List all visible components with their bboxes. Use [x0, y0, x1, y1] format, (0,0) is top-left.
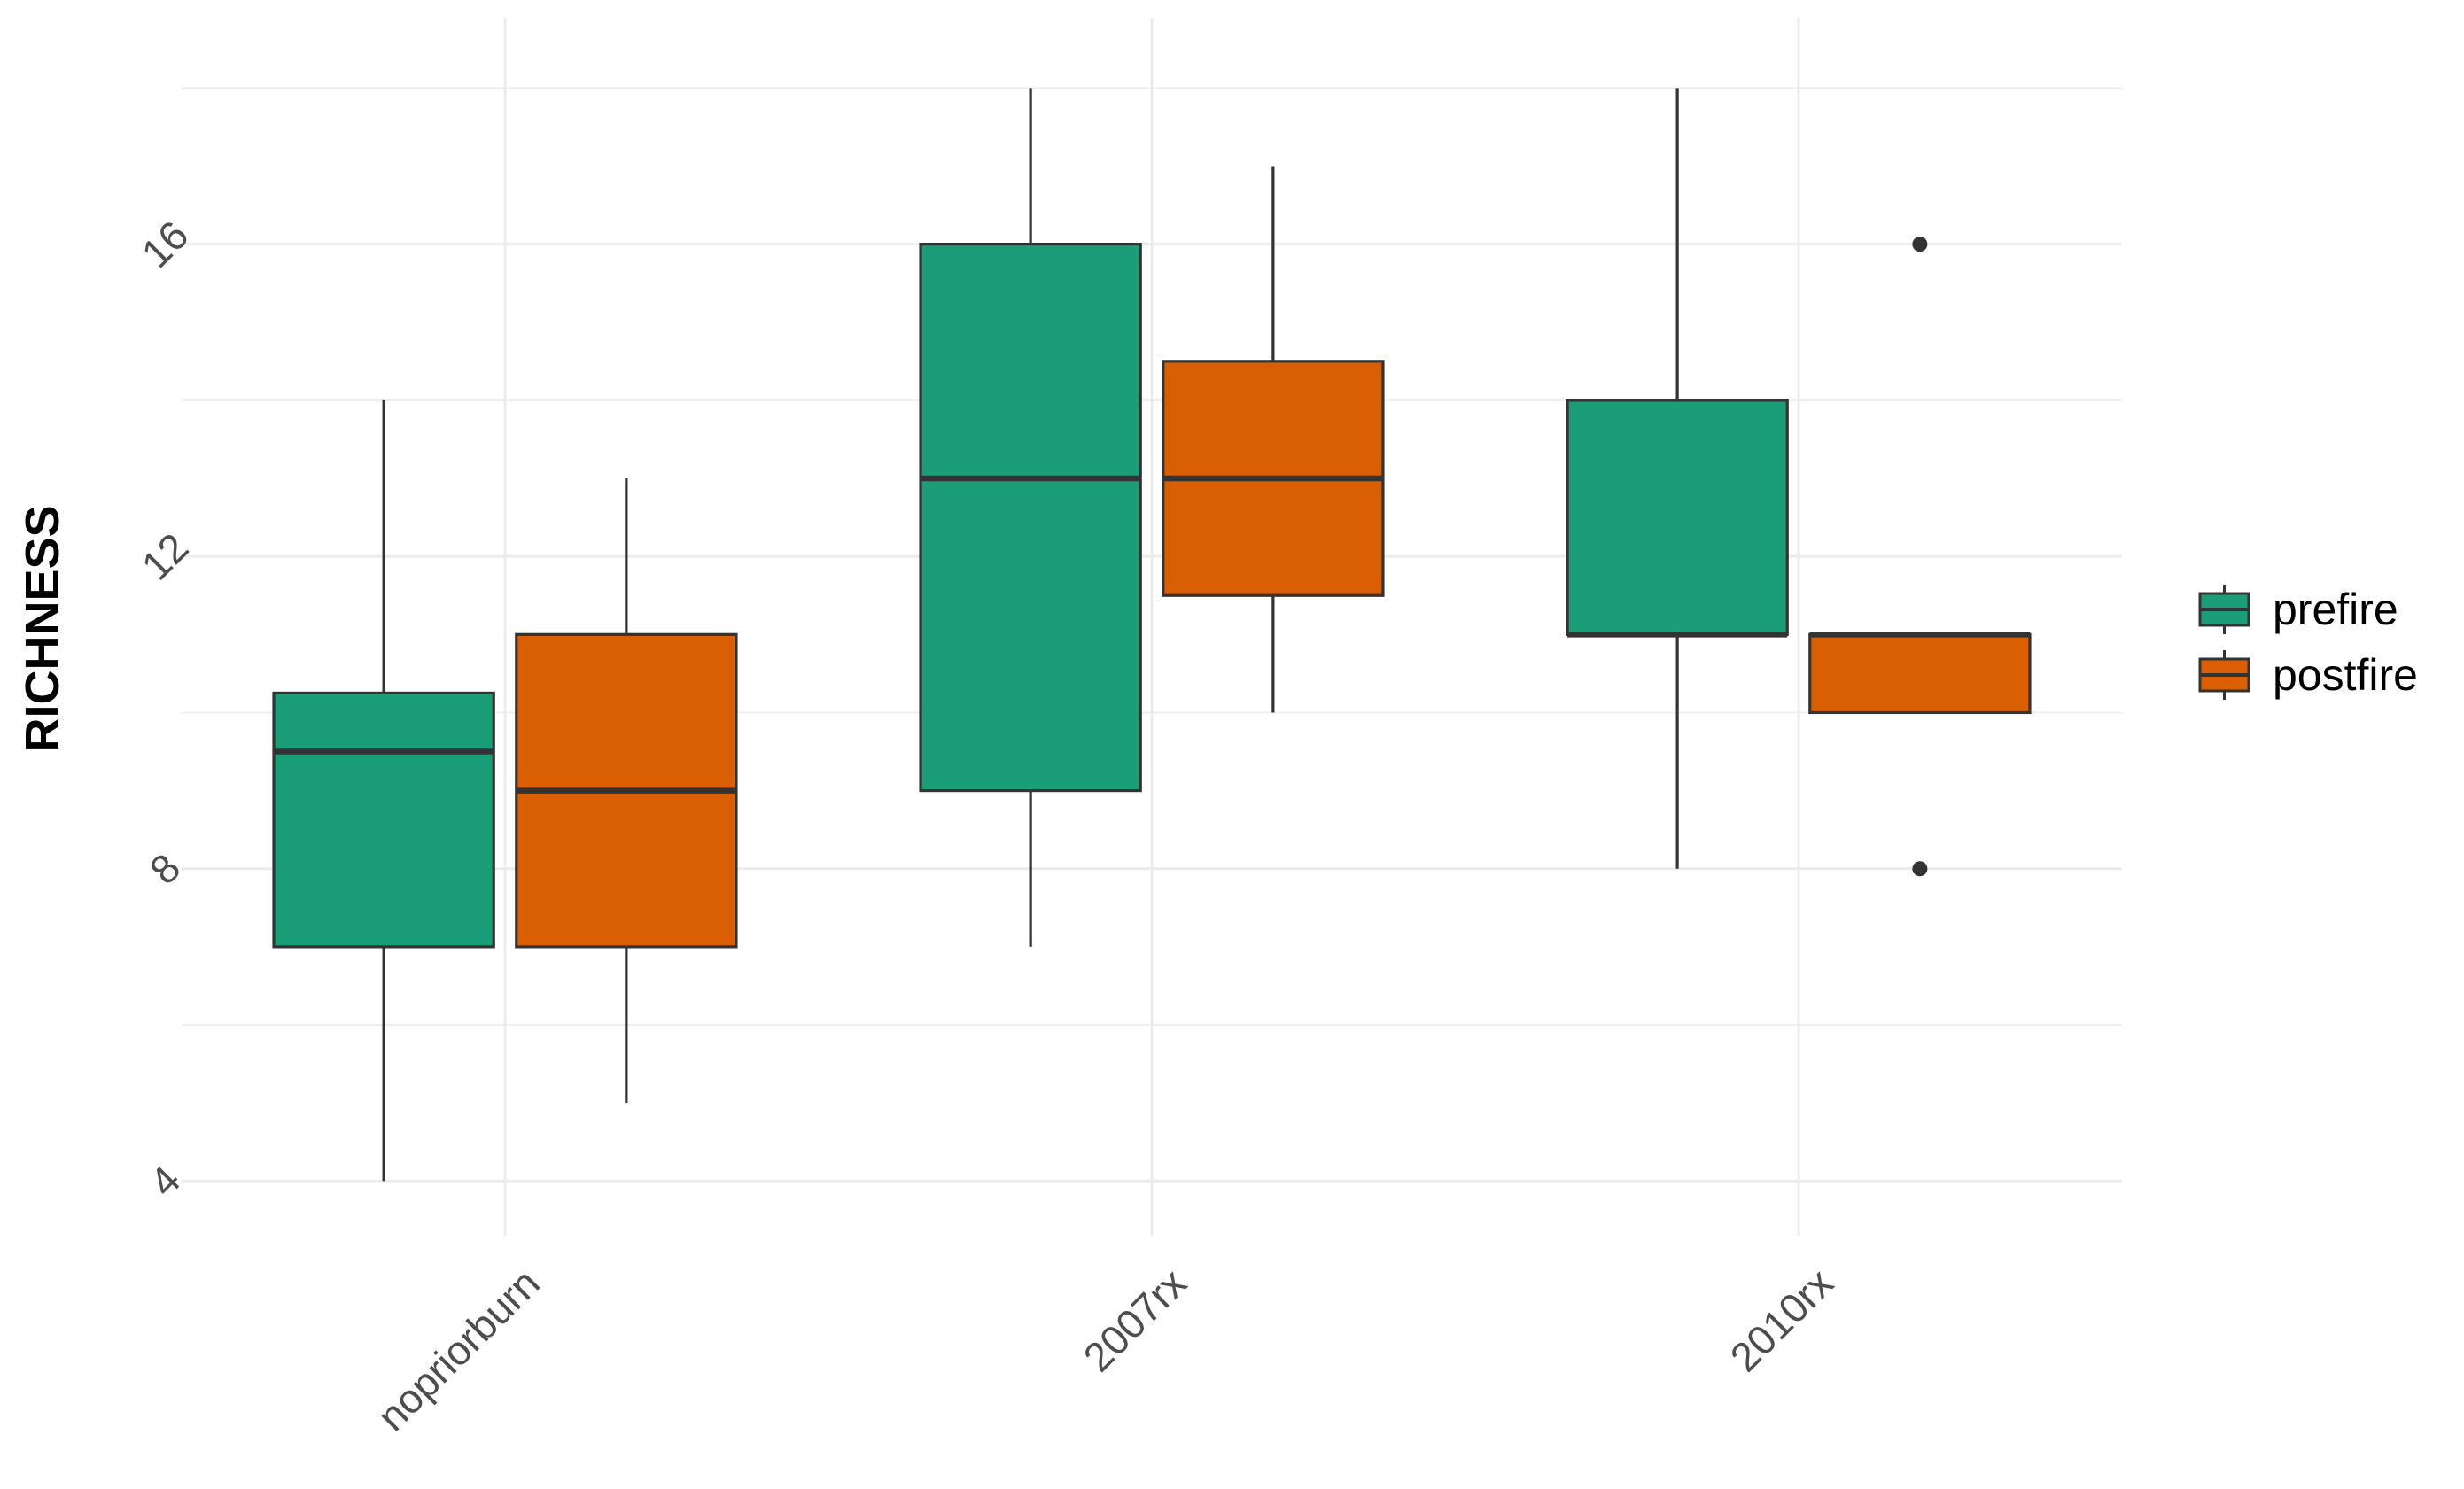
outlier-point: [1912, 861, 1928, 877]
x-tick-label: 2007rx: [1075, 1260, 1195, 1380]
y-tick-label: 16: [133, 212, 198, 276]
y-axis-title: RICHNESS: [16, 505, 69, 752]
x-tick-label: 2010rx: [1722, 1260, 1842, 1380]
box-iqr: [919, 243, 1142, 793]
box-series: [272, 88, 2032, 1182]
outlier-point: [1912, 237, 1928, 252]
box-prefire-2010rx: [1566, 88, 1789, 869]
major-gridlines: [182, 18, 2122, 1236]
legend-item-postfire: postfire: [2198, 650, 2418, 700]
legend-label: postfire: [2273, 650, 2418, 700]
box-postfire-nopriorburn: [515, 478, 738, 1104]
x-tick-labels: nopriorburn 2007rx 2010rx: [369, 1260, 1842, 1439]
legend-item-prefire: prefire: [2198, 585, 2398, 634]
y-tick-label: 12: [133, 524, 198, 589]
box-prefire-nopriorburn: [272, 399, 495, 1182]
x-tick-label: nopriorburn: [369, 1260, 548, 1439]
box-prefire-2007rx: [919, 88, 1142, 947]
box-postfire-2010rx: [1808, 237, 2032, 877]
box-postfire-2007rx: [1162, 166, 1385, 713]
box-iqr: [1808, 632, 2032, 715]
box-iqr: [1566, 399, 1789, 636]
legend: prefire postfire: [2198, 585, 2418, 700]
box-iqr: [272, 691, 495, 949]
legend-label: prefire: [2273, 585, 2398, 634]
